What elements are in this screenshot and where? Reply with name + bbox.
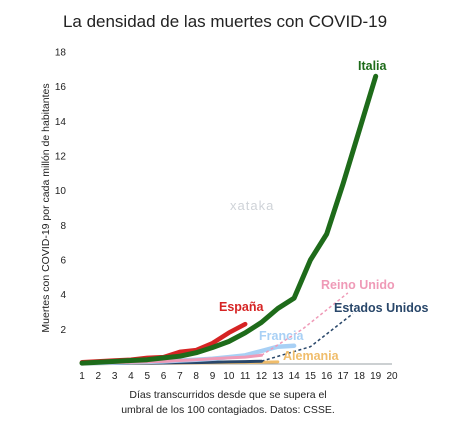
x-tick-label: 8	[193, 371, 199, 382]
x-tick-label: 9	[210, 371, 216, 382]
x-axis-label-line-1: Días transcurridos desde que se supera e…	[129, 389, 326, 401]
series-line-italia	[79, 73, 379, 366]
x-tick-label: 6	[161, 371, 167, 382]
x-tick-label: 17	[337, 371, 349, 382]
x-tick-label: 19	[370, 371, 382, 382]
y-tick-label: 18	[55, 48, 67, 59]
y-tick-label: 12	[55, 152, 67, 163]
x-tick-label: 5	[144, 371, 150, 382]
x-tick-label: 16	[321, 371, 333, 382]
series-label-espana: España	[219, 300, 265, 314]
y-tick-label: 6	[60, 256, 66, 267]
x-tick-label: 18	[354, 371, 366, 382]
series-label-estados-unidos: Estados Unidos	[334, 301, 429, 315]
x-axis-label-line-2: umbral de los 100 contagiados. Datos: CS…	[121, 404, 335, 416]
series-label-reino-unido: Reino Unido	[321, 278, 395, 292]
series-projection-estados-unidos	[261, 313, 354, 362]
x-tick-label: 10	[223, 371, 235, 382]
x-tick-label: 11	[240, 371, 251, 382]
x-tick-label: 15	[305, 371, 317, 382]
series-layer	[79, 73, 379, 366]
y-tick-label: 8	[60, 221, 66, 232]
x-tick-label: 13	[272, 371, 284, 382]
x-axis-ticks: 1 2 3 4 5 6 7 8 9 10 11 12 13 14 15 16 17 18 19 20	[79, 371, 398, 382]
y-tick-label: 14	[55, 117, 67, 128]
series-label-francia: Francia	[259, 329, 305, 343]
chart-title: La densidad de las muertes con COVID-19	[63, 12, 387, 31]
x-tick-label: 1	[79, 371, 85, 382]
x-tick-label: 2	[96, 371, 102, 382]
y-tick-label: 4	[60, 290, 66, 301]
x-tick-label: 20	[386, 371, 398, 382]
series-label-italia: Italia	[358, 59, 388, 73]
x-tick-label: 14	[289, 371, 301, 382]
watermark: xataka	[230, 198, 274, 213]
x-tick-label: 3	[112, 371, 118, 382]
y-axis-label: Muertes con COVID-19 por cada millón de …	[40, 83, 52, 332]
series-labels: Alemania Estados Unidos Francia Reino Unido…	[219, 59, 429, 363]
x-tick-label: 12	[256, 371, 268, 382]
y-tick-label: 10	[55, 186, 67, 197]
y-tick-label: 16	[55, 82, 67, 93]
x-tick-label: 7	[177, 371, 183, 382]
y-axis-ticks: 2 4 6 8 10 12 14 16 18	[55, 48, 67, 336]
series-label-alemania: Alemania	[283, 349, 340, 363]
y-tick-label: 2	[60, 325, 66, 336]
x-tick-label: 4	[128, 371, 134, 382]
